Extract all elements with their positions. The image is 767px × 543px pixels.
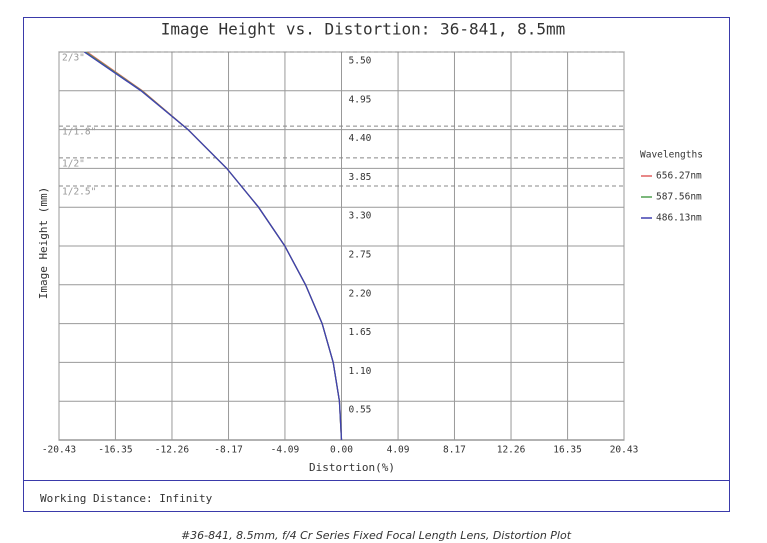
x-tick-label: 16.35	[553, 445, 582, 456]
footer: Working Distance: Infinity	[40, 492, 213, 505]
y-tick-label: 3.85	[349, 172, 372, 183]
y-tick-label: 1.10	[349, 366, 372, 377]
y-tick-label: 5.50	[349, 56, 372, 67]
y-tick-label: 4.95	[349, 94, 372, 105]
x-tick-label: -12.26	[155, 445, 190, 456]
x-tick-label: -16.35	[98, 445, 132, 456]
y-tick-label: 4.40	[349, 133, 372, 144]
y-tick-label: 0.55	[349, 405, 372, 416]
x-tick-label: -20.43	[42, 445, 76, 456]
x-tick-label: 4.09	[387, 445, 410, 456]
sensor-label: 1/2.5"	[62, 187, 96, 198]
x-tick-label: -8.17	[214, 445, 243, 456]
legend-label: 486.13nm	[656, 213, 702, 224]
x-tick-label: -4.09	[271, 445, 300, 456]
sensor-label: 2/3"	[62, 53, 85, 64]
y-tick-label: 2.20	[349, 288, 372, 299]
x-tick-label: 0.00	[330, 445, 353, 456]
y-tick-label: 3.30	[349, 211, 372, 222]
sensor-label: 1/1.8"	[62, 127, 96, 138]
series-line	[83, 52, 343, 440]
sensor-label: 1/2"	[62, 158, 85, 169]
x-tick-label: 8.17	[443, 445, 466, 456]
caption: #36-841, 8.5mm, f/4 Cr Series Fixed Foca…	[181, 529, 572, 542]
x-axis-label: Distortion(%)	[309, 461, 395, 474]
y-axis-label: Image Height (mm)	[37, 187, 50, 300]
y-tick-label: 2.75	[349, 250, 372, 261]
frame	[23, 17, 730, 512]
legend-label: 587.56nm	[656, 192, 702, 203]
chart-title: Image Height vs. Distortion: 36-841, 8.5…	[161, 20, 566, 39]
x-tick-label: 12.26	[497, 445, 526, 456]
x-tick-label: 20.43	[610, 445, 639, 456]
y-tick-label: 1.65	[349, 327, 372, 338]
legend-label: 656.27nm	[656, 171, 702, 182]
legend-title: Wavelengths	[640, 150, 703, 161]
